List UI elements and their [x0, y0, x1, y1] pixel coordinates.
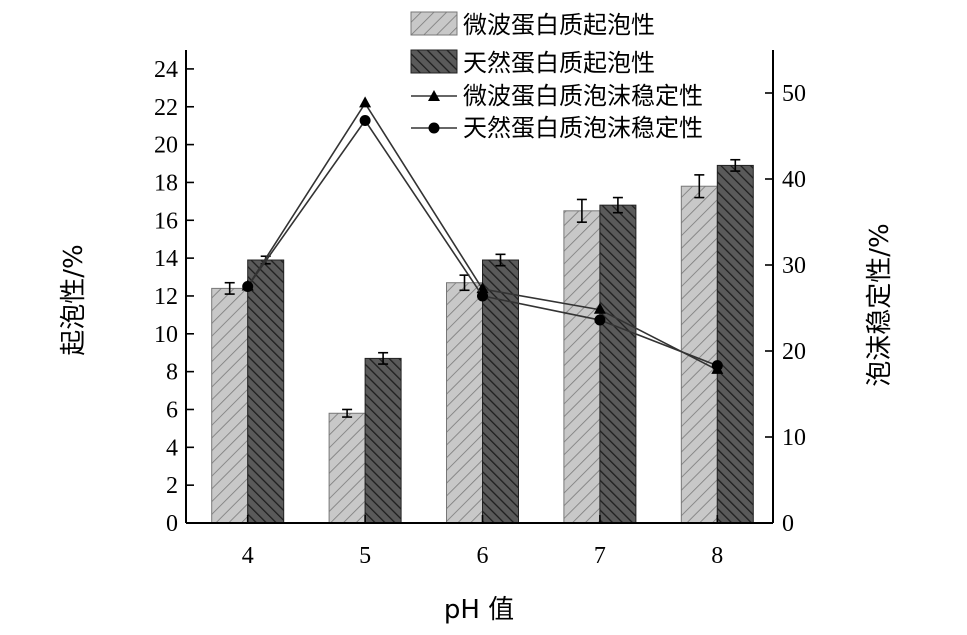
bar-series0-7: [563, 210, 601, 524]
y-tick-label-0: 0: [166, 511, 178, 537]
bar-series1-5: [364, 357, 402, 524]
legend-swatch-native-foaming: [410, 49, 458, 74]
x-tick-label-6: 6: [477, 543, 489, 569]
legend-marker-circle: [428, 122, 440, 134]
bar-series1-6: [482, 259, 519, 524]
lines-layer: [241, 96, 724, 374]
y-tick-label-4: 4: [166, 435, 178, 461]
legend-label-microwave-stability: 微波蛋白质泡沫稳定性: [463, 82, 703, 110]
y-tick-label-22: 22: [154, 95, 178, 121]
legend: 微波蛋白质起泡性 天然蛋白质起泡性 微波蛋白质泡沫稳定性 天然蛋白质泡沫稳定性: [410, 11, 703, 142]
bar-series1-8: [716, 164, 754, 524]
bar-series0-4: [211, 287, 249, 524]
bars-layer: [211, 158, 754, 524]
point-triangle-5: [359, 96, 372, 108]
y2-tick-label-20: 20: [782, 339, 806, 365]
y-tick-label-8: 8: [166, 360, 178, 386]
y-tick-label-24: 24: [154, 57, 178, 83]
y-tick-label-2: 2: [166, 473, 178, 499]
y-tick-label-14: 14: [154, 246, 178, 272]
y2-axis-title: 泡沫稳定性/%: [865, 223, 895, 386]
y2-tick-label-30: 30: [782, 253, 806, 279]
y2-tick-label-50: 50: [782, 81, 806, 107]
point-circle-5: [359, 115, 371, 127]
y-tick-label-16: 16: [154, 208, 178, 234]
x-tick-label-7: 7: [594, 543, 606, 569]
point-circle-7: [594, 314, 606, 326]
point-circle-4: [242, 281, 254, 292]
bar-series0-5: [328, 412, 366, 524]
point-circle-8: [711, 360, 723, 372]
bar-series0-6: [446, 282, 483, 524]
axes: [185, 50, 774, 524]
point-circle-6: [477, 290, 488, 302]
y-tick-label-12: 12: [154, 284, 178, 310]
y2-tick-label-10: 10: [782, 425, 806, 451]
y2-tick-label-0: 0: [782, 511, 794, 537]
y-tick-label-18: 18: [154, 170, 178, 196]
x-tick-label-5: 5: [359, 543, 371, 569]
legend-label-native-stability: 天然蛋白质泡沫稳定性: [463, 114, 703, 142]
bar-series1-7: [599, 204, 637, 524]
legend-label-native-foaming: 天然蛋白质起泡性: [463, 49, 655, 77]
y2-tick-label-40: 40: [782, 167, 806, 193]
legend-marker-triangle: [428, 90, 440, 101]
y-tick-label-10: 10: [154, 322, 178, 348]
y-axis-title: 起泡性/%: [59, 244, 89, 355]
legend-label-microwave-foaming: 微波蛋白质起泡性: [463, 11, 655, 39]
x-tick-label-8: 8: [711, 543, 723, 569]
x-axis-title: pH 值: [444, 595, 514, 625]
bar-series1-4: [247, 259, 285, 524]
x-tick-label-4: 4: [242, 543, 254, 569]
y-tick-label-6: 6: [166, 397, 178, 423]
point-triangle-7: [593, 302, 606, 314]
legend-swatch-microwave-foaming: [410, 11, 458, 36]
y-tick-label-20: 20: [154, 133, 178, 159]
